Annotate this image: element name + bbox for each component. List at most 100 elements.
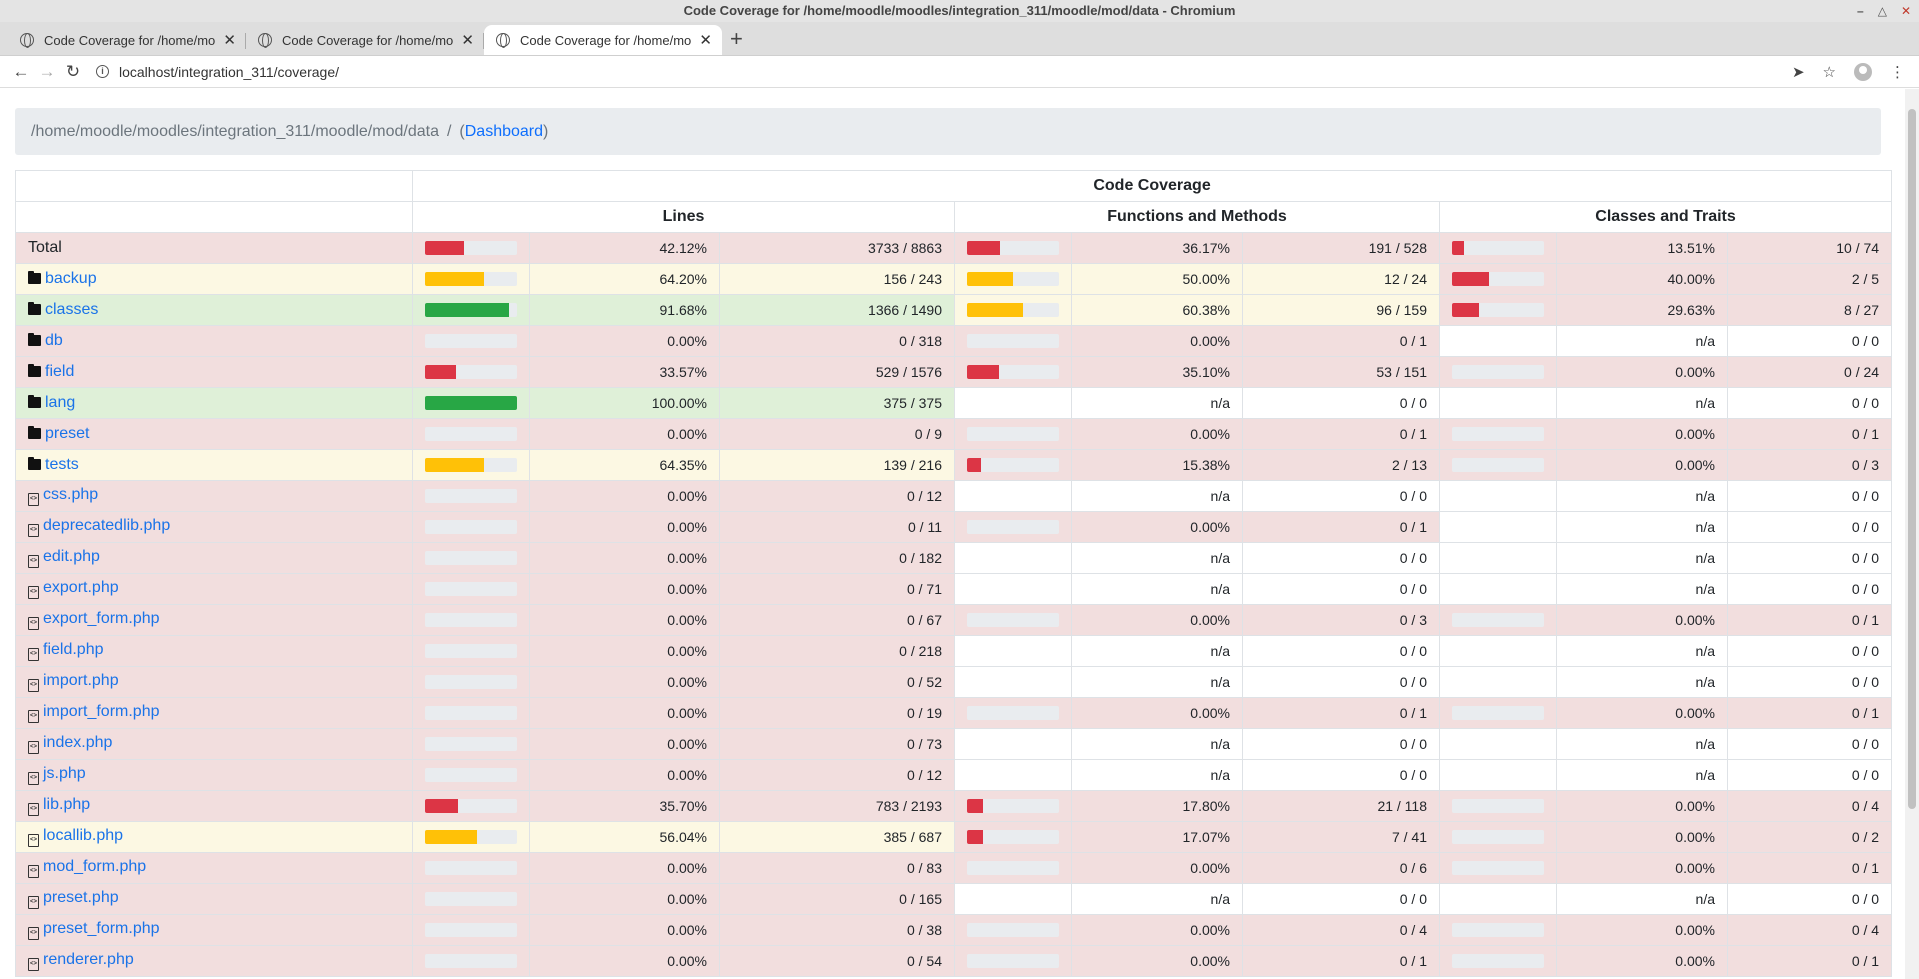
- browser-tab-1[interactable]: Code Coverage for /home/moodle ✕: [8, 25, 246, 55]
- row-link[interactable]: backup: [45, 270, 97, 287]
- row-name-cell[interactable]: classes: [15, 294, 413, 326]
- row-name-cell[interactable]: <> preset_form.php: [15, 914, 413, 946]
- row-link[interactable]: css.php: [43, 486, 99, 503]
- row-link[interactable]: classes: [45, 301, 99, 318]
- lines-bar-cell: [412, 449, 530, 481]
- classes-percent: 0.00%: [1556, 418, 1728, 450]
- classes-bar-cell: [1439, 387, 1557, 419]
- tab-title: Code Coverage for /home/moodle: [44, 32, 216, 48]
- row-link[interactable]: mod_form.php: [43, 858, 147, 875]
- classes-bar-cell: [1439, 728, 1557, 760]
- row-name-cell[interactable]: preset: [15, 418, 413, 450]
- row-link[interactable]: export_form.php: [43, 610, 160, 627]
- row-link[interactable]: import_form.php: [43, 703, 160, 720]
- classes-progress-bar: [1452, 365, 1544, 379]
- vertical-scrollbar[interactable]: [1905, 89, 1919, 979]
- browser-tab-2[interactable]: Code Coverage for /home/moodle ✕: [246, 25, 484, 55]
- code-file-icon: <>: [28, 803, 39, 816]
- send-icon[interactable]: ➤: [1791, 63, 1805, 81]
- lines-bar-cell: [412, 418, 530, 450]
- classes-percent: 0.00%: [1556, 449, 1728, 481]
- functions-count: 0 / 3: [1242, 604, 1440, 636]
- row-link[interactable]: db: [45, 332, 63, 349]
- browser-tab-3[interactable]: Code Coverage for /home/moodle ✕: [484, 25, 722, 55]
- maximize-icon[interactable]: △: [1877, 4, 1887, 18]
- row-name-cell[interactable]: <> preset.php: [15, 883, 413, 915]
- row-name-cell[interactable]: field: [15, 356, 413, 388]
- scrollbar-thumb[interactable]: [1908, 109, 1916, 809]
- row-name-cell[interactable]: tests: [15, 449, 413, 481]
- table-row: <> export.php 0.00% 0 / 71 n/a 0 / 0 n/a 0 / 0: [15, 573, 1893, 605]
- functions-count: 21 / 118: [1242, 790, 1440, 822]
- lines-percent: 100.00%: [529, 387, 720, 419]
- row-link[interactable]: preset: [45, 425, 90, 442]
- row-link[interactable]: renderer.php: [43, 951, 134, 968]
- row-name-cell[interactable]: <> js.php: [15, 759, 413, 791]
- functions-progress-bar: [967, 427, 1059, 441]
- row-link[interactable]: edit.php: [43, 548, 100, 565]
- row-link[interactable]: lib.php: [43, 796, 91, 813]
- functions-bar-cell: [954, 480, 1072, 512]
- row-link[interactable]: locallib.php: [43, 827, 124, 844]
- row-name-cell[interactable]: lang: [15, 387, 413, 419]
- row-link[interactable]: lang: [45, 394, 76, 411]
- row-link[interactable]: tests: [45, 456, 79, 473]
- row-name-cell[interactable]: <> index.php: [15, 728, 413, 760]
- row-name-cell[interactable]: <> renderer.php: [15, 945, 413, 977]
- tab-close-icon[interactable]: ✕: [699, 32, 712, 49]
- info-icon[interactable]: i: [96, 65, 109, 78]
- functions-percent: 0.00%: [1071, 325, 1243, 357]
- row-name-cell[interactable]: <> deprecatedlib.php: [15, 511, 413, 543]
- lines-count: 1366 / 1490: [719, 294, 955, 326]
- row-link[interactable]: preset_form.php: [43, 920, 160, 937]
- row-name-cell[interactable]: <> export_form.php: [15, 604, 413, 636]
- dashboard-link[interactable]: Dashboard: [464, 122, 544, 140]
- row-name-cell[interactable]: db: [15, 325, 413, 357]
- row-name-cell[interactable]: <> edit.php: [15, 542, 413, 574]
- row-name-cell[interactable]: <> css.php: [15, 480, 413, 512]
- row-link[interactable]: import.php: [43, 672, 119, 689]
- row-link[interactable]: export.php: [43, 579, 119, 596]
- menu-dots-icon[interactable]: ⋮: [1890, 63, 1905, 81]
- tab-close-icon[interactable]: ✕: [223, 32, 236, 49]
- lines-percent: 0.00%: [529, 325, 720, 357]
- header-classes: Classes and Traits: [1438, 201, 1893, 233]
- reload-icon[interactable]: ↻: [65, 61, 81, 81]
- row-name-cell[interactable]: <> locallib.php: [15, 821, 413, 853]
- breadcrumb-open-paren: (: [459, 122, 465, 140]
- row-link[interactable]: js.php: [43, 765, 86, 782]
- row-name-cell[interactable]: <> lib.php: [15, 790, 413, 822]
- tab-close-icon[interactable]: ✕: [461, 32, 474, 49]
- lines-percent: 33.57%: [529, 356, 720, 388]
- row-link[interactable]: index.php: [43, 734, 113, 751]
- row-link[interactable]: field: [45, 363, 75, 380]
- minimize-icon[interactable]: –: [1857, 4, 1864, 18]
- row-name-cell[interactable]: <> import_form.php: [15, 697, 413, 729]
- new-tab-icon[interactable]: +: [730, 26, 743, 51]
- row-link[interactable]: field.php: [43, 641, 104, 658]
- lines-bar-cell: [412, 666, 530, 698]
- functions-count: 0 / 1: [1242, 511, 1440, 543]
- row-name-cell[interactable]: backup: [15, 263, 413, 295]
- profile-avatar-icon[interactable]: [1854, 62, 1872, 81]
- row-name-cell[interactable]: <> export.php: [15, 573, 413, 605]
- classes-percent: 0.00%: [1556, 697, 1728, 729]
- url-text[interactable]: localhost/integration_311/coverage/: [119, 63, 340, 80]
- breadcrumb-separator: /: [446, 122, 452, 140]
- row-name-cell[interactable]: <> field.php: [15, 635, 413, 667]
- address-bar[interactable]: i localhost/integration_311/coverage/: [96, 59, 1792, 85]
- lines-bar-cell: [412, 728, 530, 760]
- back-arrow-icon[interactable]: ←: [12, 61, 30, 81]
- lines-progress-bar: [425, 706, 517, 720]
- code-file-icon: <>: [28, 493, 39, 506]
- row-name-cell[interactable]: <> mod_form.php: [15, 852, 413, 884]
- classes-percent: 13.51%: [1556, 232, 1728, 264]
- forward-arrow-icon[interactable]: →: [38, 61, 56, 81]
- lines-progress-bar: [425, 582, 517, 596]
- row-link[interactable]: preset.php: [43, 889, 119, 906]
- row-link[interactable]: deprecatedlib.php: [43, 517, 171, 534]
- close-window-icon[interactable]: ✕: [1900, 4, 1911, 18]
- table-row: lang 100.00% 375 / 375 n/a 0 / 0 n/a 0 / 0: [15, 387, 1893, 419]
- row-name-cell[interactable]: <> import.php: [15, 666, 413, 698]
- star-icon[interactable]: ☆: [1822, 63, 1836, 81]
